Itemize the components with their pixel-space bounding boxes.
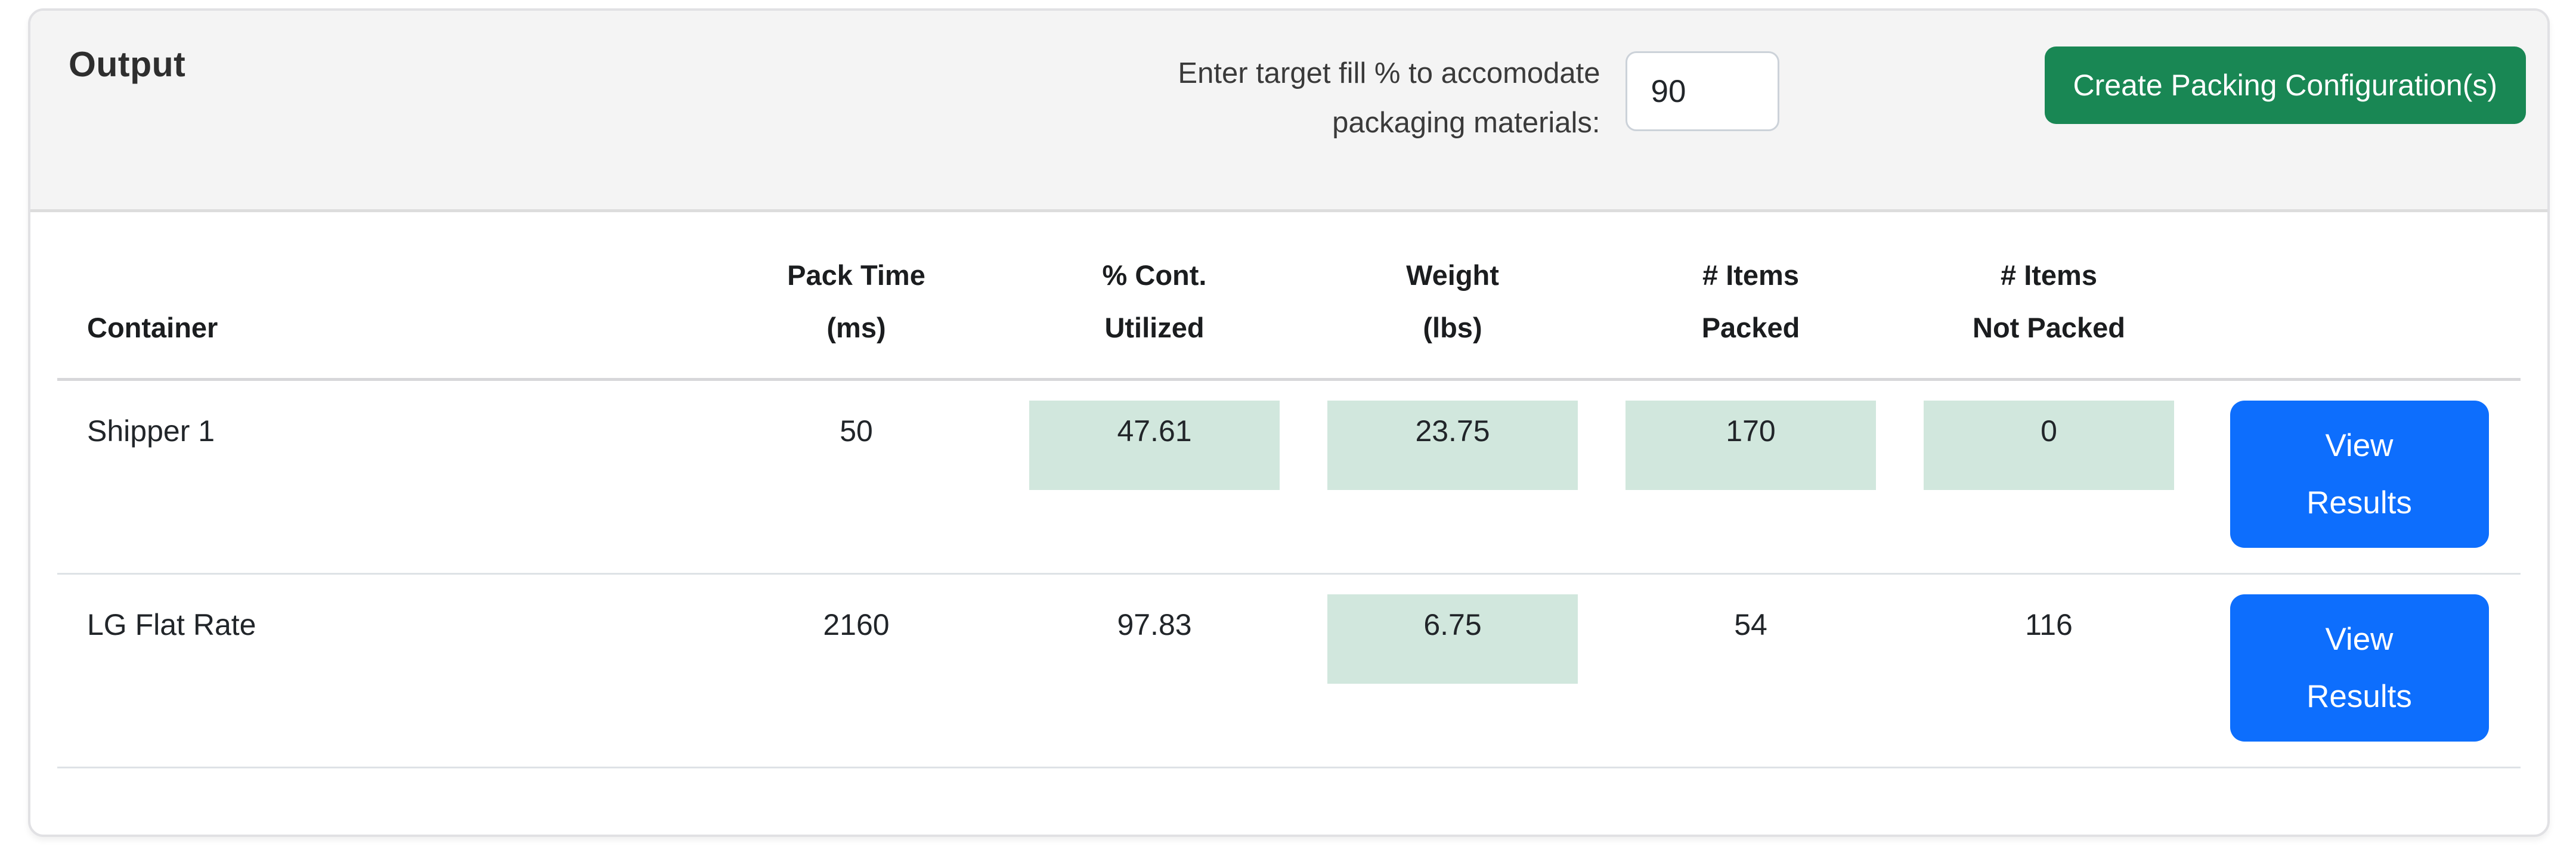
results-card-body: Container Pack Time (ms) % Cont. Utilize… [30,212,2547,768]
cell-weight: 6.75 [1304,574,1602,768]
col-header-pack-time: Pack Time (ms) [787,259,925,343]
col-header-weight: Weight (lbs) [1406,259,1499,343]
fill-target-label: Enter target fill % to accomodate packag… [1178,49,1600,148]
header-row: Container Pack Time (ms) % Cont. Utilize… [57,212,2521,380]
cell-items-not-packed: 116 [2025,608,2073,641]
output-card-header: Output Enter target fill % to accomodate… [30,11,2547,212]
results-table-head: Container Pack Time (ms) % Cont. Utilize… [57,212,2521,380]
cell-container: LG Flat Rate [87,608,256,641]
table-row: LG Flat Rate 2160 97.83 6.75 54 [57,574,2521,768]
fill-target-label-line1: Enter target fill % to accomodate [1178,57,1600,89]
cell-pct-utilized: 47.61 [1005,380,1304,574]
page-title: Output [69,45,186,84]
col-header-items-not-packed: # Items Not Packed [1973,259,2125,343]
cell-pack-time: 2160 [823,608,890,641]
col-header-pct-utilized: % Cont. Utilized [1102,259,1207,343]
cell-container: Shipper 1 [87,414,215,448]
results-table-body: Shipper 1 50 47.61 23.75 170 [57,380,2521,768]
cell-pack-time: 50 [840,414,873,448]
cell-items-packed: 170 [1602,380,1900,574]
cell-items-not-packed: 0 [1900,380,2198,574]
table-row: Shipper 1 50 47.61 23.75 170 [57,380,2521,574]
cell-actions: View Results [2198,574,2521,768]
create-packing-configurations-button[interactable]: Create Packing Configuration(s) [2044,46,2526,124]
col-header-container: Container [87,312,218,343]
view-results-button[interactable]: View Results [2230,401,2489,548]
cell-items-packed: 54 [1734,608,1767,641]
results-table: Container Pack Time (ms) % Cont. Utilize… [57,212,2521,768]
output-card: Output Enter target fill % to accomodate… [28,8,2550,837]
col-header-actions [2198,212,2521,380]
cell-actions: View Results [2198,380,2521,574]
cell-pct-utilized: 97.83 [1117,608,1192,641]
fill-target-label-line2: packaging materials: [1332,107,1600,139]
cell-weight: 23.75 [1304,380,1602,574]
view-results-button[interactable]: View Results [2230,594,2489,742]
col-header-items-packed: # Items Packed [1701,259,1800,343]
fill-target-input[interactable] [1625,51,1779,131]
